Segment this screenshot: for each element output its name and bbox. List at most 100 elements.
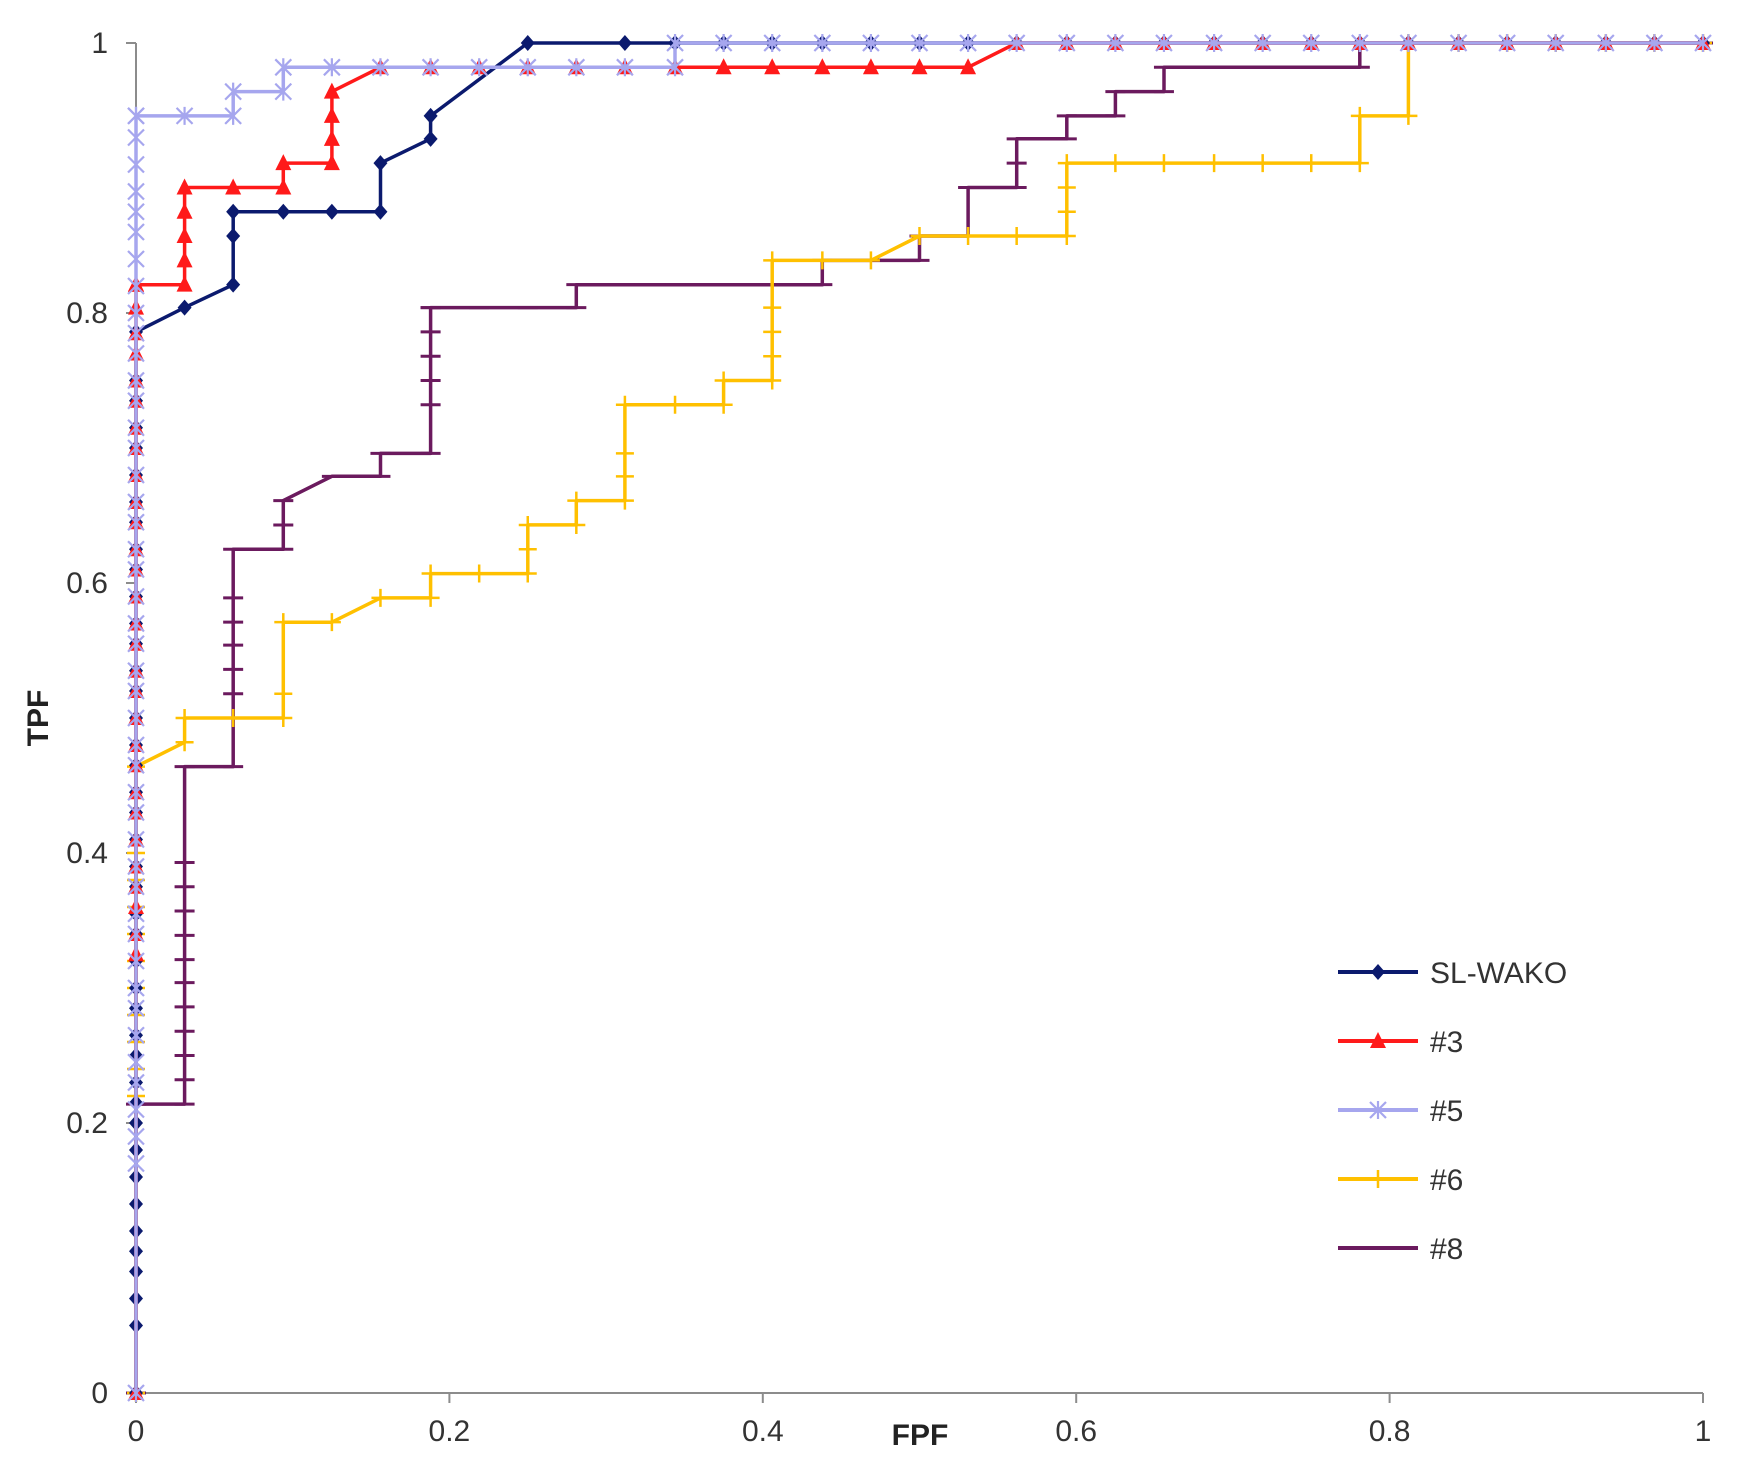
y-tick-label: 1 xyxy=(91,27,108,60)
legend: SL-WAKO #3 #5 #6 #8 xyxy=(1338,957,1567,1266)
data-point xyxy=(518,515,537,534)
data-point xyxy=(862,58,879,75)
data-point xyxy=(567,515,586,534)
x-tick-label: 0 xyxy=(128,1415,145,1448)
data-point xyxy=(1350,154,1369,173)
y-axis-title: TPF xyxy=(22,690,55,747)
data-point xyxy=(127,202,145,221)
data-point xyxy=(423,130,438,147)
data-point xyxy=(127,904,145,923)
data-point xyxy=(1058,34,1076,52)
data-point xyxy=(127,513,145,532)
data-point xyxy=(567,491,586,510)
data-point xyxy=(470,58,488,77)
data-point xyxy=(127,182,145,201)
data-point xyxy=(323,154,340,171)
data-point xyxy=(1399,106,1418,125)
data-point xyxy=(520,35,535,51)
data-point xyxy=(714,371,733,390)
data-point xyxy=(127,466,145,484)
x-tick-label: 1 xyxy=(1695,1415,1712,1448)
data-point xyxy=(959,227,978,246)
data-point xyxy=(518,540,537,559)
data-point xyxy=(1057,154,1076,173)
data-point xyxy=(274,613,293,632)
series-layer xyxy=(126,34,1713,1402)
data-point xyxy=(1155,34,1173,52)
legend-entry: #6 xyxy=(1338,1164,1463,1197)
data-point xyxy=(1057,202,1076,221)
data-point xyxy=(715,58,732,75)
series-line xyxy=(134,41,1703,1393)
data-point xyxy=(323,106,340,123)
data-point xyxy=(127,540,145,559)
data-point xyxy=(127,661,145,680)
data-point xyxy=(764,58,781,75)
data-point xyxy=(127,277,145,295)
data-point xyxy=(1253,154,1272,173)
data-point xyxy=(763,322,782,341)
data-point xyxy=(714,34,733,52)
data-point xyxy=(1350,106,1369,125)
data-point xyxy=(127,106,145,125)
data-point xyxy=(763,371,782,390)
data-point xyxy=(127,128,145,147)
x-tick-label: 0.6 xyxy=(1055,1415,1097,1448)
data-point xyxy=(127,304,145,322)
data-point xyxy=(371,58,390,77)
data-point xyxy=(322,613,341,632)
series-n6 xyxy=(127,34,1712,1402)
data-point xyxy=(127,560,145,579)
data-point xyxy=(127,587,145,606)
data-point xyxy=(127,756,145,775)
data-point xyxy=(666,34,684,52)
data-point xyxy=(127,1053,145,1072)
data-point xyxy=(615,491,634,510)
y-tick-label: 0 xyxy=(91,1377,108,1410)
data-point xyxy=(127,709,145,727)
legend-entry: #3 xyxy=(1338,1026,1463,1059)
data-point xyxy=(714,395,733,414)
data-point xyxy=(1007,34,1026,52)
data-point xyxy=(127,999,145,1018)
data-point xyxy=(127,682,145,700)
data-point xyxy=(127,493,145,511)
data-point xyxy=(1205,34,1223,52)
data-point xyxy=(616,58,634,77)
data-point xyxy=(323,58,341,77)
data-point xyxy=(323,129,340,146)
data-point xyxy=(1106,34,1125,52)
series-n8 xyxy=(126,41,1713,1395)
data-point xyxy=(324,203,339,220)
data-point xyxy=(1645,34,1664,52)
data-point xyxy=(176,178,193,195)
data-point xyxy=(224,82,242,101)
data-point xyxy=(127,952,145,970)
legend-label: #6 xyxy=(1430,1164,1463,1197)
legend-marker xyxy=(1369,1170,1387,1188)
y-tick-label: 0.2 xyxy=(66,1107,108,1140)
data-point xyxy=(1057,178,1076,197)
data-point xyxy=(127,391,145,410)
data-point xyxy=(615,444,634,463)
data-point xyxy=(176,227,193,244)
data-point xyxy=(127,736,145,754)
data-point xyxy=(226,228,241,245)
data-point xyxy=(518,58,537,77)
data-point xyxy=(373,155,388,172)
data-point xyxy=(615,467,634,486)
data-point xyxy=(960,58,977,75)
data-point xyxy=(423,107,438,124)
data-point xyxy=(127,1073,145,1092)
data-point xyxy=(1205,154,1224,173)
data-point xyxy=(175,106,194,125)
data-point xyxy=(910,227,929,246)
data-point xyxy=(274,709,293,727)
data-point xyxy=(813,34,832,52)
axes: 0 0.2 0.4 0.6 0.8 1 0 0.2 0.4 0.6 0.8 1 xyxy=(66,27,1711,1448)
data-point xyxy=(959,34,977,52)
data-point xyxy=(1106,154,1125,173)
data-point xyxy=(175,733,194,752)
data-point xyxy=(1597,34,1615,52)
